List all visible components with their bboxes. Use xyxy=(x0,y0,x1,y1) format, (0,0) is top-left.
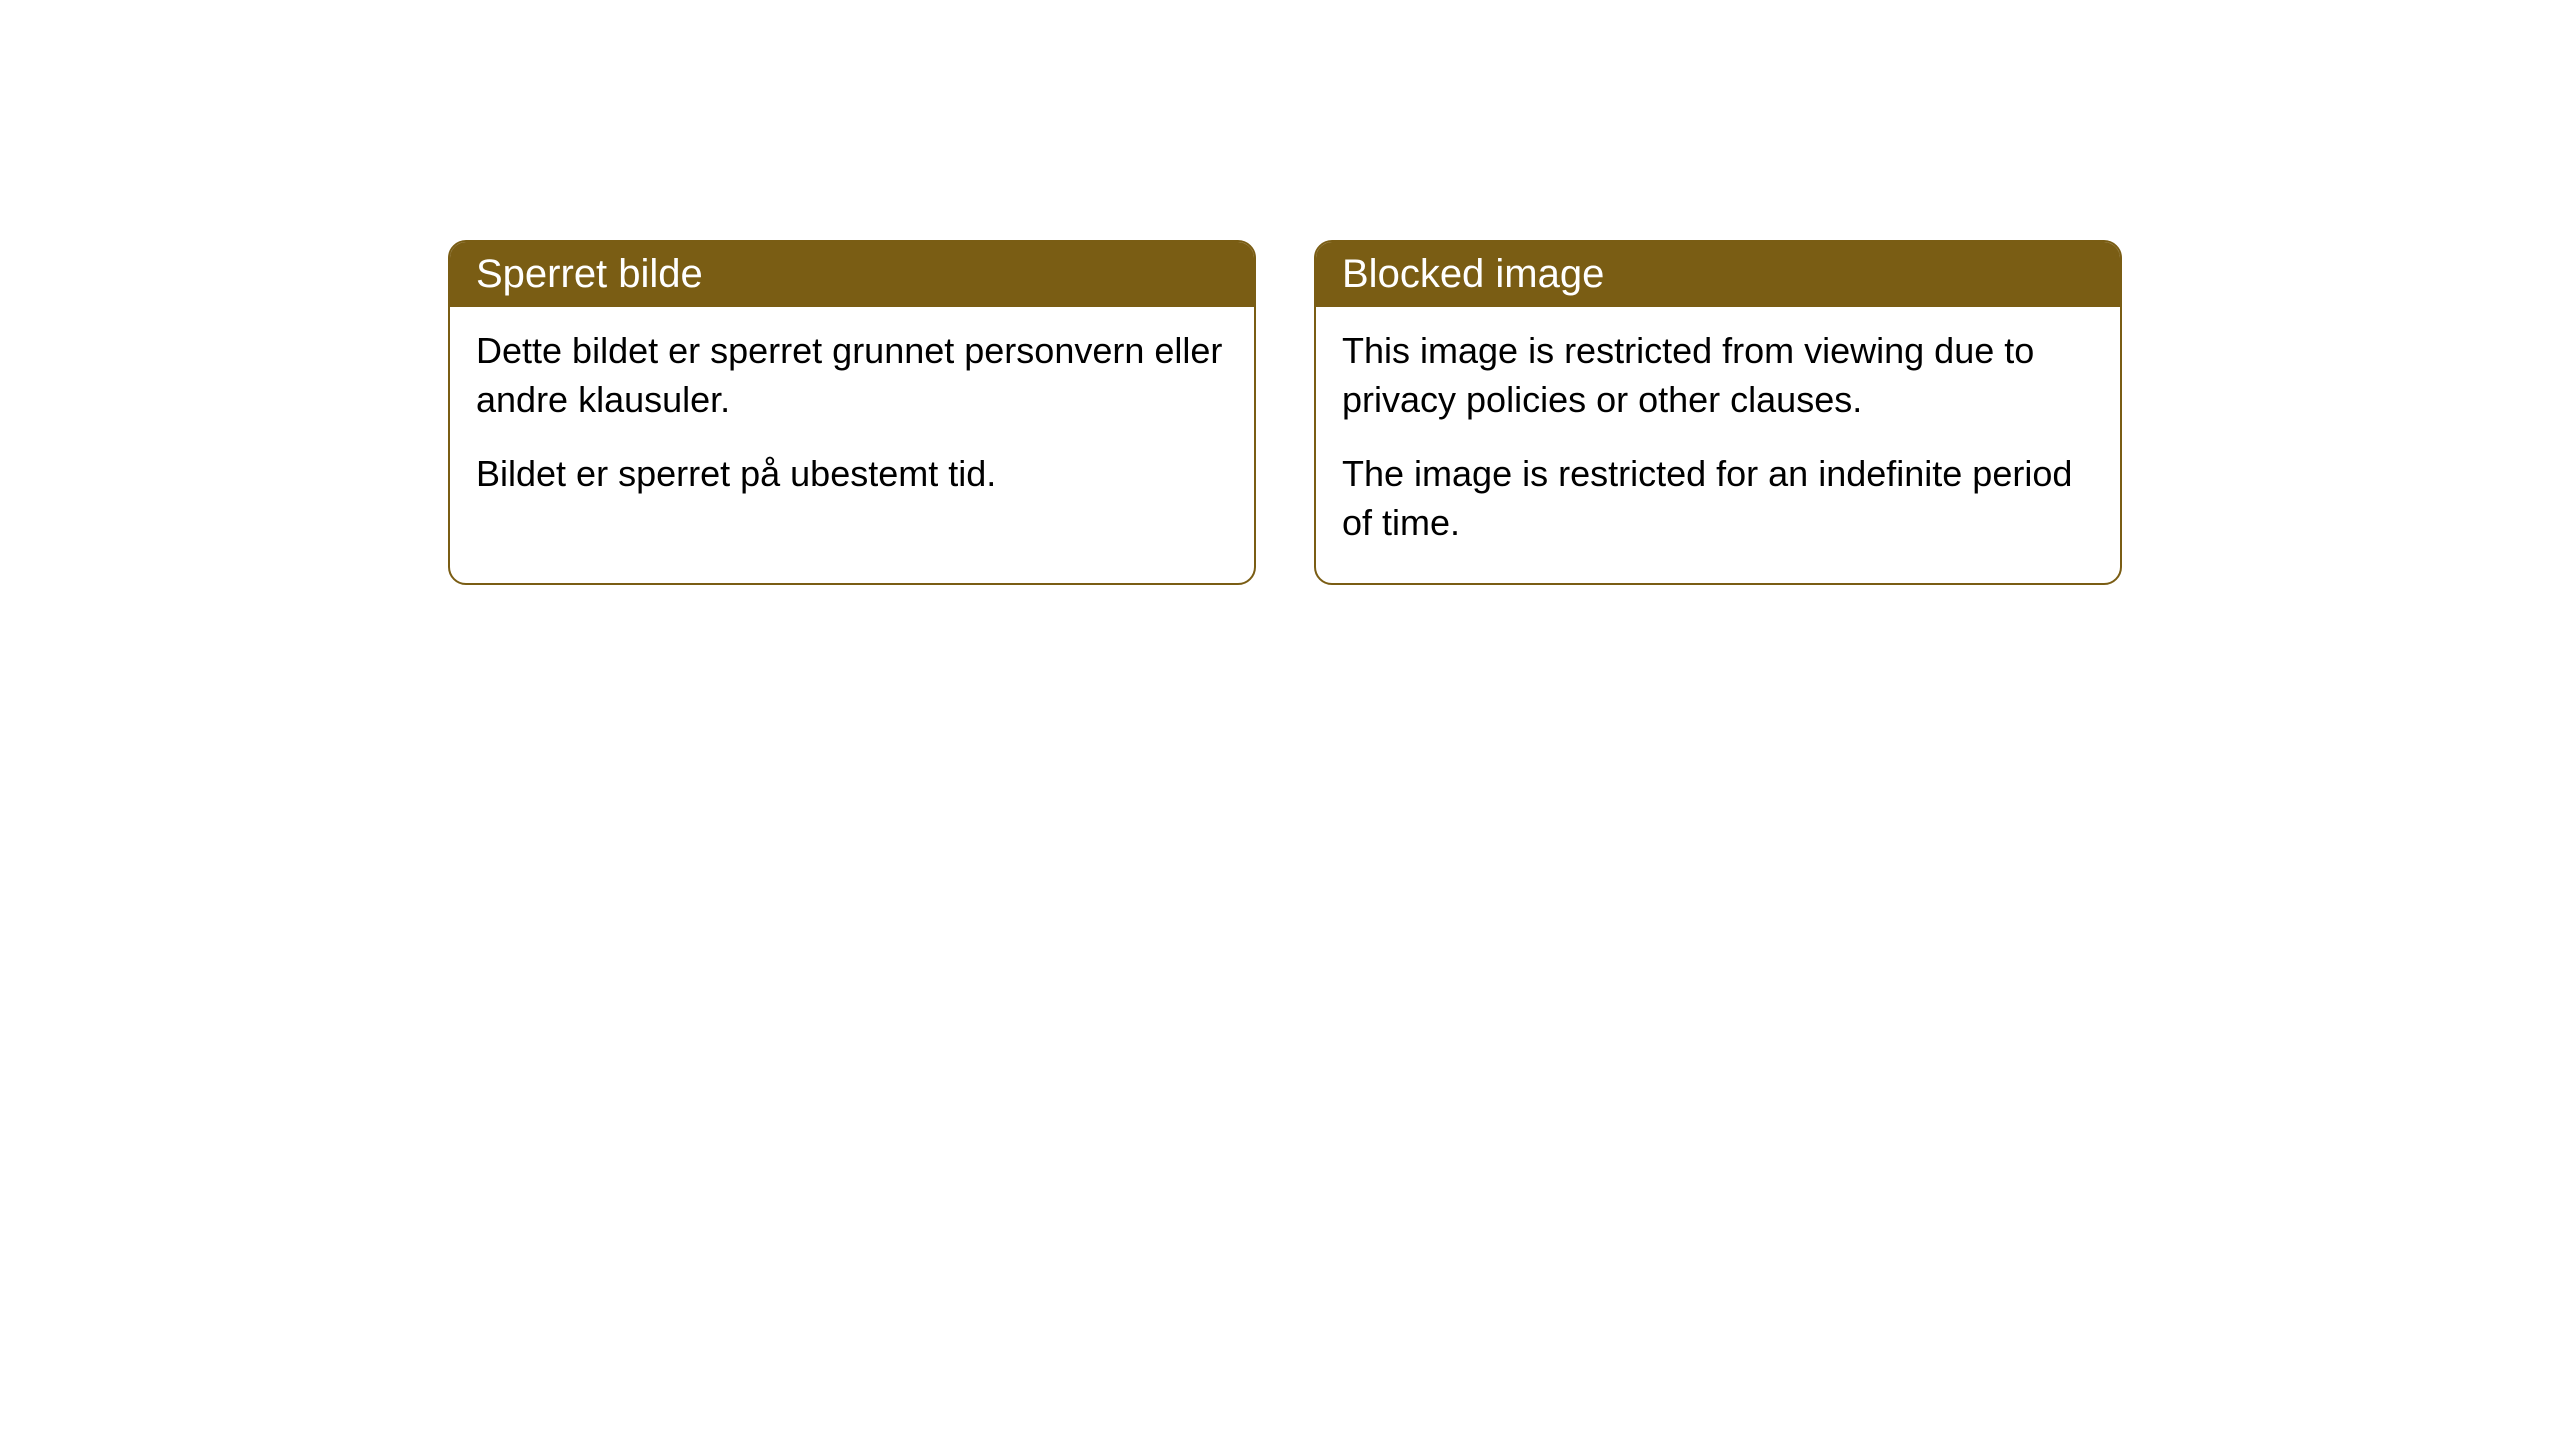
card-paragraph: The image is restricted for an indefinit… xyxy=(1342,450,2094,547)
notice-card-english: Blocked image This image is restricted f… xyxy=(1314,240,2122,585)
card-paragraph: Dette bildet er sperret grunnet personve… xyxy=(476,327,1228,424)
card-body: This image is restricted from viewing du… xyxy=(1316,307,2120,583)
card-paragraph: This image is restricted from viewing du… xyxy=(1342,327,2094,424)
card-header: Blocked image xyxy=(1316,242,2120,307)
card-title: Blocked image xyxy=(1342,252,1604,296)
card-body: Dette bildet er sperret grunnet personve… xyxy=(450,307,1254,535)
card-paragraph: Bildet er sperret på ubestemt tid. xyxy=(476,450,1228,499)
card-title: Sperret bilde xyxy=(476,252,703,296)
card-header: Sperret bilde xyxy=(450,242,1254,307)
notice-cards-container: Sperret bilde Dette bildet er sperret gr… xyxy=(448,240,2122,585)
notice-card-norwegian: Sperret bilde Dette bildet er sperret gr… xyxy=(448,240,1256,585)
